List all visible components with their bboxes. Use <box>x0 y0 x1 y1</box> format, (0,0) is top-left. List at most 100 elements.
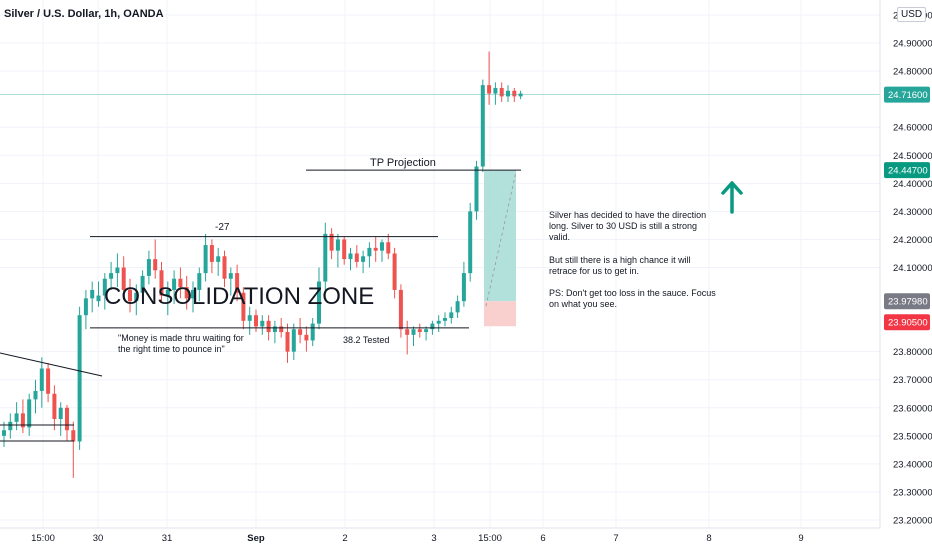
candle-body <box>191 289 195 299</box>
candle-body <box>272 326 277 333</box>
candle-body <box>361 256 366 262</box>
grid-lines <box>0 0 880 528</box>
note-line: Silver has decided to have the direction <box>549 210 706 220</box>
tp-projection-label: TP Projection <box>370 157 436 169</box>
candle-body <box>512 90 517 97</box>
candle-body <box>128 289 132 302</box>
candle-body <box>260 320 265 327</box>
candle-body <box>172 278 177 290</box>
price-label-text: 24.44700 <box>888 166 928 177</box>
candle-body <box>443 318 447 321</box>
candle-body <box>146 259 151 276</box>
candle-body <box>228 273 233 279</box>
candle-body <box>279 326 284 333</box>
price-tick-label: 24.80000 <box>893 67 932 78</box>
price-label-text: 23.97980 <box>888 297 928 308</box>
candle-body <box>39 368 44 391</box>
candle-body <box>8 421 13 431</box>
candle-body <box>178 278 183 288</box>
candle-body <box>499 87 504 97</box>
time-tick-label: 7 <box>613 533 618 544</box>
price-tick-label: 23.40000 <box>893 459 932 470</box>
time-tick-label: 6 <box>540 533 545 544</box>
time-tick-label: 31 <box>162 533 173 544</box>
candle-body <box>392 253 397 290</box>
candle-body <box>405 329 410 335</box>
candle-body <box>367 247 372 257</box>
candle-body <box>335 239 340 251</box>
candle-body <box>291 329 296 352</box>
quote-line-1: "Money is made thru waiting for <box>118 333 244 343</box>
candle-body <box>468 211 473 274</box>
candle-body <box>14 413 19 422</box>
candle-body <box>77 315 82 442</box>
candle-body <box>342 239 347 260</box>
candle-body <box>310 323 315 341</box>
price-tick-label: 23.20000 <box>893 516 932 527</box>
candle-body <box>203 245 208 274</box>
drawings-front: TP Projection -27 CONSOLIDATION ZONE "Mo… <box>0 94 880 442</box>
candle-body <box>254 315 258 327</box>
note-line: long. Silver to 30 USD is still a strong <box>549 221 697 231</box>
candle-body <box>83 298 88 316</box>
candle-body <box>46 368 51 394</box>
candle-body <box>241 292 246 321</box>
candle-body <box>71 430 76 442</box>
time-tick-label: Sep <box>247 533 265 544</box>
candle-body <box>455 301 460 313</box>
note-line: PS: Don't get too loss in the sauce. Foc… <box>549 288 716 298</box>
candle-body <box>424 329 429 333</box>
time-tick-label: 15:00 <box>478 533 502 544</box>
drawings-back <box>484 170 516 327</box>
price-label-tag <box>884 293 930 310</box>
currency-badge[interactable]: USD <box>897 7 927 22</box>
target-zone <box>484 170 516 302</box>
trend-line[interactable] <box>0 352 103 377</box>
candle-body <box>373 247 378 251</box>
candle-body <box>436 320 441 324</box>
candle-body <box>102 278 107 296</box>
time-tick-label: 9 <box>798 533 803 544</box>
candle-body <box>304 334 309 341</box>
range-label: -27 <box>215 222 230 233</box>
candle-body <box>27 399 32 428</box>
price-tick-label: 23.70000 <box>893 375 932 386</box>
price-tick-label: 24.40000 <box>893 179 932 190</box>
price-tick-label: 23.50000 <box>893 431 932 442</box>
candle-body <box>235 273 240 293</box>
candle-body <box>430 323 435 330</box>
price-tick-label: 23.60000 <box>893 403 932 414</box>
symbol-title[interactable]: Silver / U.S. Dollar, 1h, OANDA <box>4 8 164 20</box>
candle-body <box>380 242 384 251</box>
time-axis[interactable]: 15:00 30 31 Sep 2 3 15:00 6 7 8 9 <box>0 527 932 550</box>
candle-body <box>90 289 95 299</box>
candle-body <box>348 253 353 260</box>
note-line: valid. <box>549 232 570 242</box>
note-line: retrace for us to get in. <box>549 266 639 276</box>
candle-body <box>222 256 227 279</box>
price-axis[interactable]: 25.0000024.9000024.8000024.6000024.50000… <box>879 0 932 528</box>
price-label-tag <box>884 314 930 331</box>
candle-body <box>266 320 271 333</box>
candle-body <box>417 329 422 333</box>
candle-body <box>298 329 303 335</box>
time-tick-label: 3 <box>431 533 436 544</box>
candle-body <box>474 166 479 212</box>
candle-body <box>449 312 454 318</box>
candle-body <box>480 85 485 167</box>
candle-body <box>197 273 202 290</box>
note-block: Silver has decided to have the direction… <box>549 210 716 309</box>
up-arrow-icon[interactable] <box>721 181 743 214</box>
tested-label: 38.2 Tested <box>343 335 389 345</box>
consolidation-zone-label: CONSOLIDATION ZONE <box>104 283 374 310</box>
candle-body <box>52 393 57 419</box>
candle-body <box>247 315 252 321</box>
projection-dashed-line <box>485 171 517 307</box>
price-label-tag <box>884 86 930 103</box>
candle-body <box>329 233 334 251</box>
stop-zone <box>484 301 516 327</box>
candle-body <box>317 281 321 324</box>
candles <box>2 51 523 478</box>
